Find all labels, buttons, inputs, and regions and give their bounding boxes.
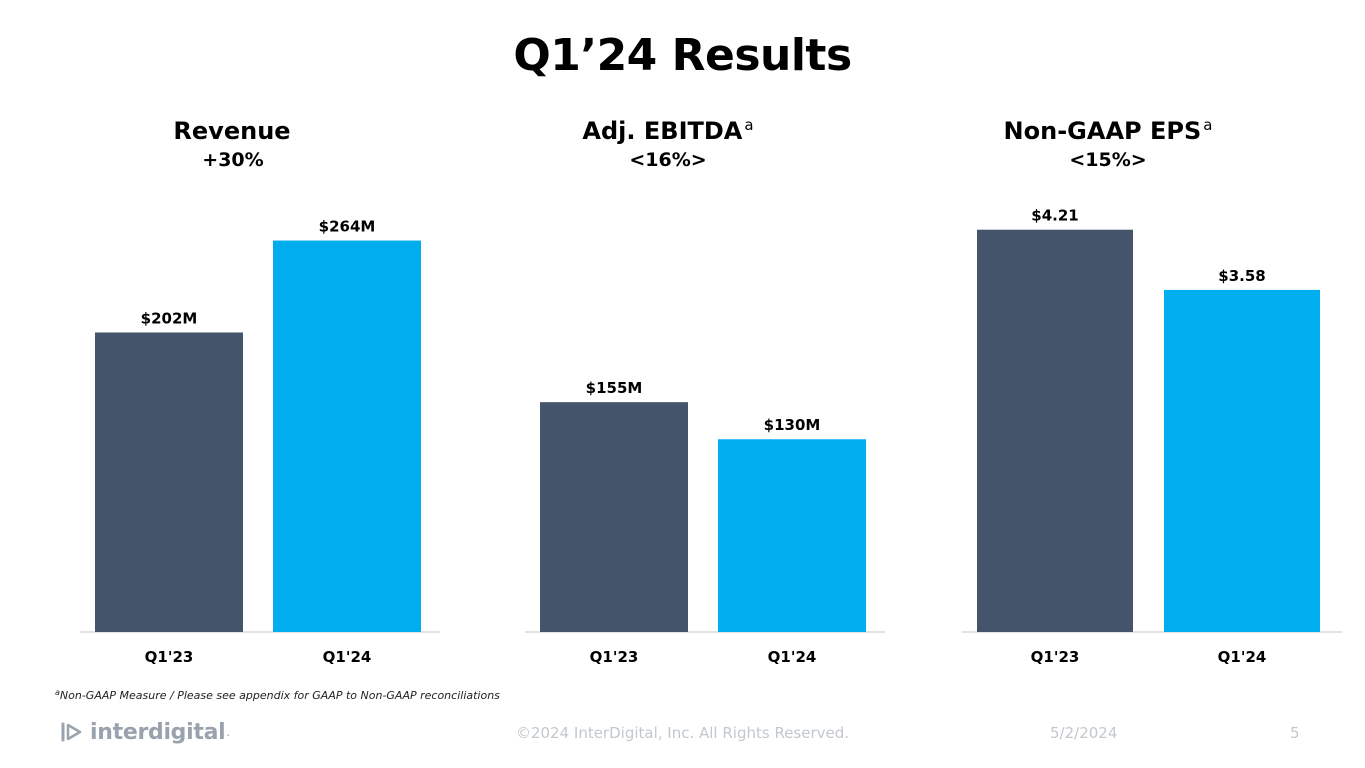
- footnote-marker: a: [55, 688, 60, 697]
- revenue-bar-1: [273, 240, 421, 632]
- interdigital-logo-icon: [61, 722, 82, 742]
- ebitda-value-label-1: $130M: [764, 416, 821, 434]
- ebitda-chart-header: Adj. EBITDA a <16%>: [508, 110, 828, 174]
- ebitda-change: <16%>: [629, 149, 707, 171]
- eps-value-label-1: $3.58: [1218, 267, 1265, 285]
- interdigital-logo: interdigital.: [60, 717, 230, 747]
- page-number: 5: [1290, 724, 1300, 742]
- eps-bar-1: [1164, 289, 1320, 632]
- revenue-chart-header: Revenue +30%: [73, 110, 393, 174]
- eps-category-label-0: Q1'23: [1031, 648, 1080, 666]
- logo-suffix: .: [226, 725, 231, 739]
- ebitda-value-label-0: $155M: [586, 379, 643, 397]
- revenue-bar-chart: $202M Q1'23 $264M Q1'24: [80, 218, 440, 666]
- eps-value-label-0: $4.21: [1031, 207, 1078, 225]
- revenue-change: +30%: [202, 149, 264, 171]
- ebitda-category-label-0: Q1'23: [590, 648, 639, 666]
- ebitda-bar-0: [540, 402, 688, 632]
- slide-date: 5/2/2024: [1050, 724, 1118, 742]
- eps-title-marker: a: [1203, 116, 1213, 134]
- revenue-category-label-1: Q1'24: [323, 648, 372, 666]
- eps-chart-title: Non-GAAP EPS: [1003, 117, 1202, 145]
- eps-category-label-1: Q1'24: [1218, 648, 1267, 666]
- revenue-value-label-0: $202M: [141, 309, 198, 327]
- revenue-category-label-0: Q1'23: [145, 648, 194, 666]
- footnote: aNon-GAAP Measure / Please see appendix …: [55, 688, 500, 702]
- logo-wordmark: interdigital: [90, 719, 226, 745]
- ebitda-category-label-1: Q1'24: [768, 648, 817, 666]
- revenue-chart-title: Revenue: [173, 117, 291, 145]
- eps-chart-header: Non-GAAP EPS a <15%>: [948, 110, 1268, 174]
- revenue-bar-0: [95, 332, 243, 632]
- eps-bar-chart: $4.21 Q1'23 $3.58 Q1'24: [962, 207, 1342, 666]
- ebitda-chart-title: Adj. EBITDA: [582, 117, 743, 145]
- footnote-text: Non-GAAP Measure / Please see appendix f…: [59, 689, 500, 702]
- eps-change: <15%>: [1069, 149, 1147, 171]
- ebitda-bar-1: [718, 439, 866, 632]
- slide-title: Q1’24 Results: [513, 30, 852, 81]
- eps-bar-0: [977, 229, 1133, 632]
- ebitda-title-marker: a: [744, 116, 754, 134]
- copyright-notice: ©2024 InterDigital, Inc. All Rights Rese…: [515, 724, 850, 742]
- revenue-value-label-1: $264M: [319, 218, 376, 236]
- ebitda-bar-chart: $155M Q1'23 $130M Q1'24: [525, 379, 885, 666]
